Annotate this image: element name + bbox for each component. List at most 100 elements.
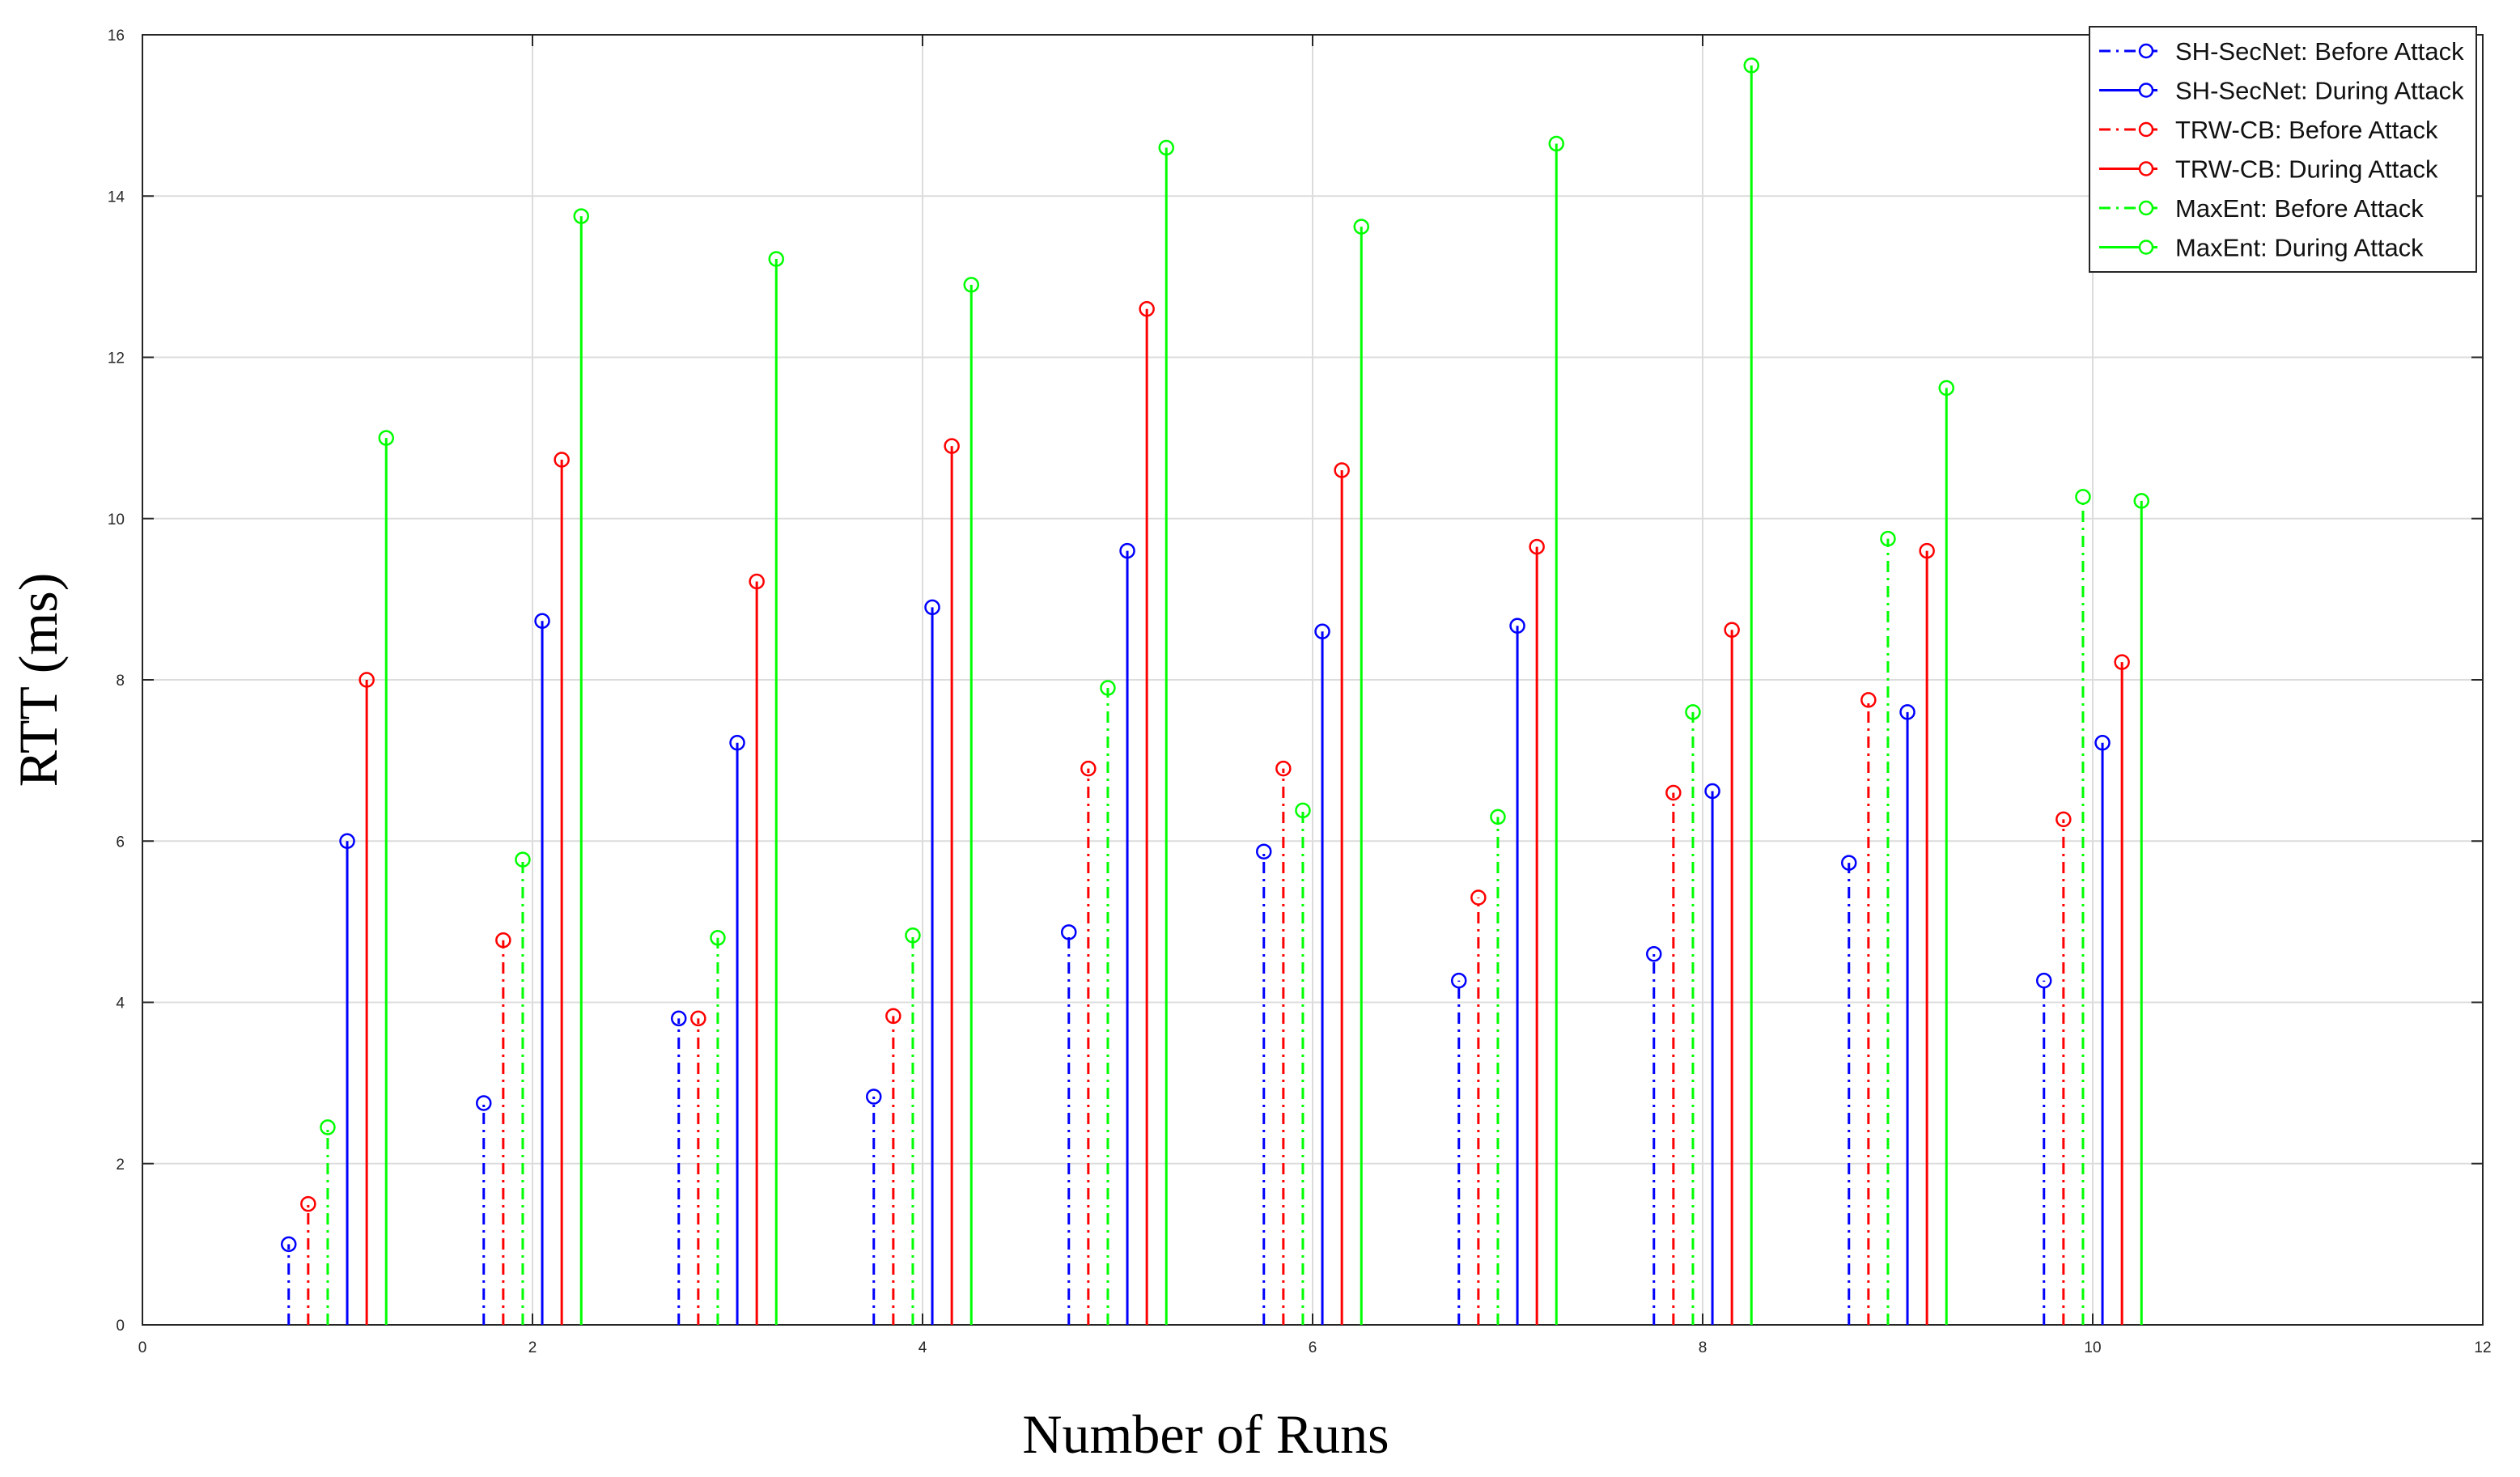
- stem-marker: [534, 613, 550, 630]
- series-1: [339, 542, 2111, 1325]
- y-tick-label: 2: [116, 1157, 125, 1174]
- stem-marker: [2075, 489, 2091, 505]
- legend-entry: MaxEnt: Before Attack: [2099, 194, 2424, 223]
- y-tick-label: 10: [108, 511, 125, 528]
- stem-marker: [1743, 57, 1759, 74]
- stem-marker: [1529, 538, 1545, 555]
- stem-marker: [768, 251, 784, 267]
- stem-marker: [2114, 654, 2130, 670]
- legend-swatch-marker: [2138, 161, 2154, 176]
- stem-marker: [866, 1089, 882, 1105]
- y-tick-label: 4: [116, 995, 125, 1012]
- stem-marker: [1509, 618, 1525, 635]
- legend-label: MaxEnt: Before Attack: [2175, 194, 2424, 223]
- x-tick-label: 0: [138, 1339, 147, 1356]
- stem-marker: [300, 1195, 316, 1212]
- stem-marker: [1685, 704, 1701, 720]
- stem-marker: [573, 208, 589, 224]
- y-tick-label: 16: [108, 28, 125, 45]
- stem-marker: [1100, 680, 1116, 696]
- stem-marker: [476, 1095, 492, 1111]
- stem-marker: [944, 438, 960, 454]
- stem-marker: [1724, 622, 1740, 638]
- stem-marker: [1295, 802, 1311, 819]
- stem-marker: [2036, 972, 2052, 989]
- legend-label: SH-SecNet: Before Attack: [2175, 37, 2464, 66]
- legend-entry: SH-SecNet: Before Attack: [2099, 37, 2464, 66]
- legend-entry: MaxEnt: During Attack: [2099, 234, 2424, 262]
- x-tick-label: 8: [1699, 1339, 1708, 1356]
- stem-marker: [710, 930, 726, 946]
- stem-marker: [1938, 380, 1954, 397]
- stem-marker: [1919, 542, 1935, 559]
- stem-marker: [1119, 542, 1135, 559]
- stem-marker: [1841, 855, 1857, 871]
- stem-marker: [1334, 462, 1350, 478]
- x-axis-title: Number of Runs: [1022, 1403, 1389, 1465]
- stem-marker: [1080, 760, 1097, 777]
- stem-marker: [554, 452, 570, 468]
- legend-swatch-marker: [2138, 43, 2154, 59]
- y-tick-label: 14: [108, 189, 125, 206]
- stem-marker: [1314, 623, 1330, 639]
- y-tick-label: 12: [108, 350, 125, 367]
- legend-swatch-marker: [2138, 83, 2154, 98]
- stem-marker: [690, 1010, 706, 1027]
- stem-marker: [749, 573, 765, 590]
- x-tick-label: 2: [528, 1339, 537, 1356]
- legend-label: SH-SecNet: During Attack: [2175, 77, 2464, 105]
- stem-marker: [1665, 784, 1682, 801]
- y-axis-title: RTT (ms): [7, 573, 69, 787]
- stem-marker: [1704, 783, 1720, 800]
- stem-marker: [339, 833, 355, 849]
- stem-marker: [905, 927, 921, 944]
- stem-marker: [885, 1008, 902, 1025]
- stem-marker: [1139, 300, 1155, 317]
- legend-entry: TRW-CB: During Attack: [2099, 155, 2438, 184]
- legend-swatch-marker: [2138, 240, 2154, 255]
- legend-label: TRW-CB: During Attack: [2175, 155, 2438, 184]
- stem-marker: [515, 851, 531, 868]
- stem-marker: [358, 672, 375, 688]
- legend-label: MaxEnt: During Attack: [2175, 234, 2424, 262]
- legend-entries: SH-SecNet: Before Attack SH-SecNet: Durin…: [2099, 37, 2464, 262]
- x-tick-label: 12: [2474, 1339, 2491, 1356]
- stem-marker: [2133, 493, 2149, 509]
- series-stems: [281, 57, 2149, 1325]
- stem-marker: [1158, 139, 1174, 156]
- stem-marker: [1646, 945, 1662, 962]
- legend-box: [2089, 26, 2477, 273]
- stem-marker: [1880, 530, 1896, 547]
- y-tick-label: 6: [116, 834, 125, 851]
- stem-marker: [1490, 809, 1506, 826]
- stem-marker: [1353, 219, 1369, 235]
- series-2: [300, 692, 2072, 1325]
- stem-marker: [1451, 972, 1467, 989]
- stem-marker: [2055, 811, 2072, 828]
- stem-marker: [1470, 889, 1487, 906]
- stem-marker: [1899, 704, 1915, 720]
- x-tick-label: 10: [2084, 1339, 2101, 1356]
- stem-marker: [963, 277, 979, 293]
- y-tick-label: 0: [116, 1318, 125, 1335]
- stem-marker: [1256, 843, 1272, 859]
- legend-swatch-marker: [2138, 200, 2154, 216]
- stem-marker: [1548, 135, 1564, 152]
- stem-marker: [378, 430, 394, 446]
- stem-marker: [320, 1119, 336, 1135]
- stem-marker: [1860, 692, 1877, 708]
- legend-swatch-marker: [2138, 121, 2154, 138]
- series-0: [281, 843, 2052, 1325]
- x-tick-label: 4: [918, 1339, 927, 1356]
- stem-marker: [2094, 734, 2111, 751]
- stem-marker: [671, 1010, 687, 1027]
- series-5: [378, 57, 2149, 1325]
- stem-marker: [1061, 924, 1077, 940]
- stem-marker: [729, 734, 745, 751]
- legend: SH-SecNet: Before Attack SH-SecNet: Durin…: [2089, 26, 2477, 273]
- stem-marker: [924, 599, 940, 616]
- series-4: [320, 489, 2091, 1325]
- x-tick-label: 6: [1309, 1339, 1317, 1356]
- legend-entry: TRW-CB: Before Attack: [2099, 116, 2438, 144]
